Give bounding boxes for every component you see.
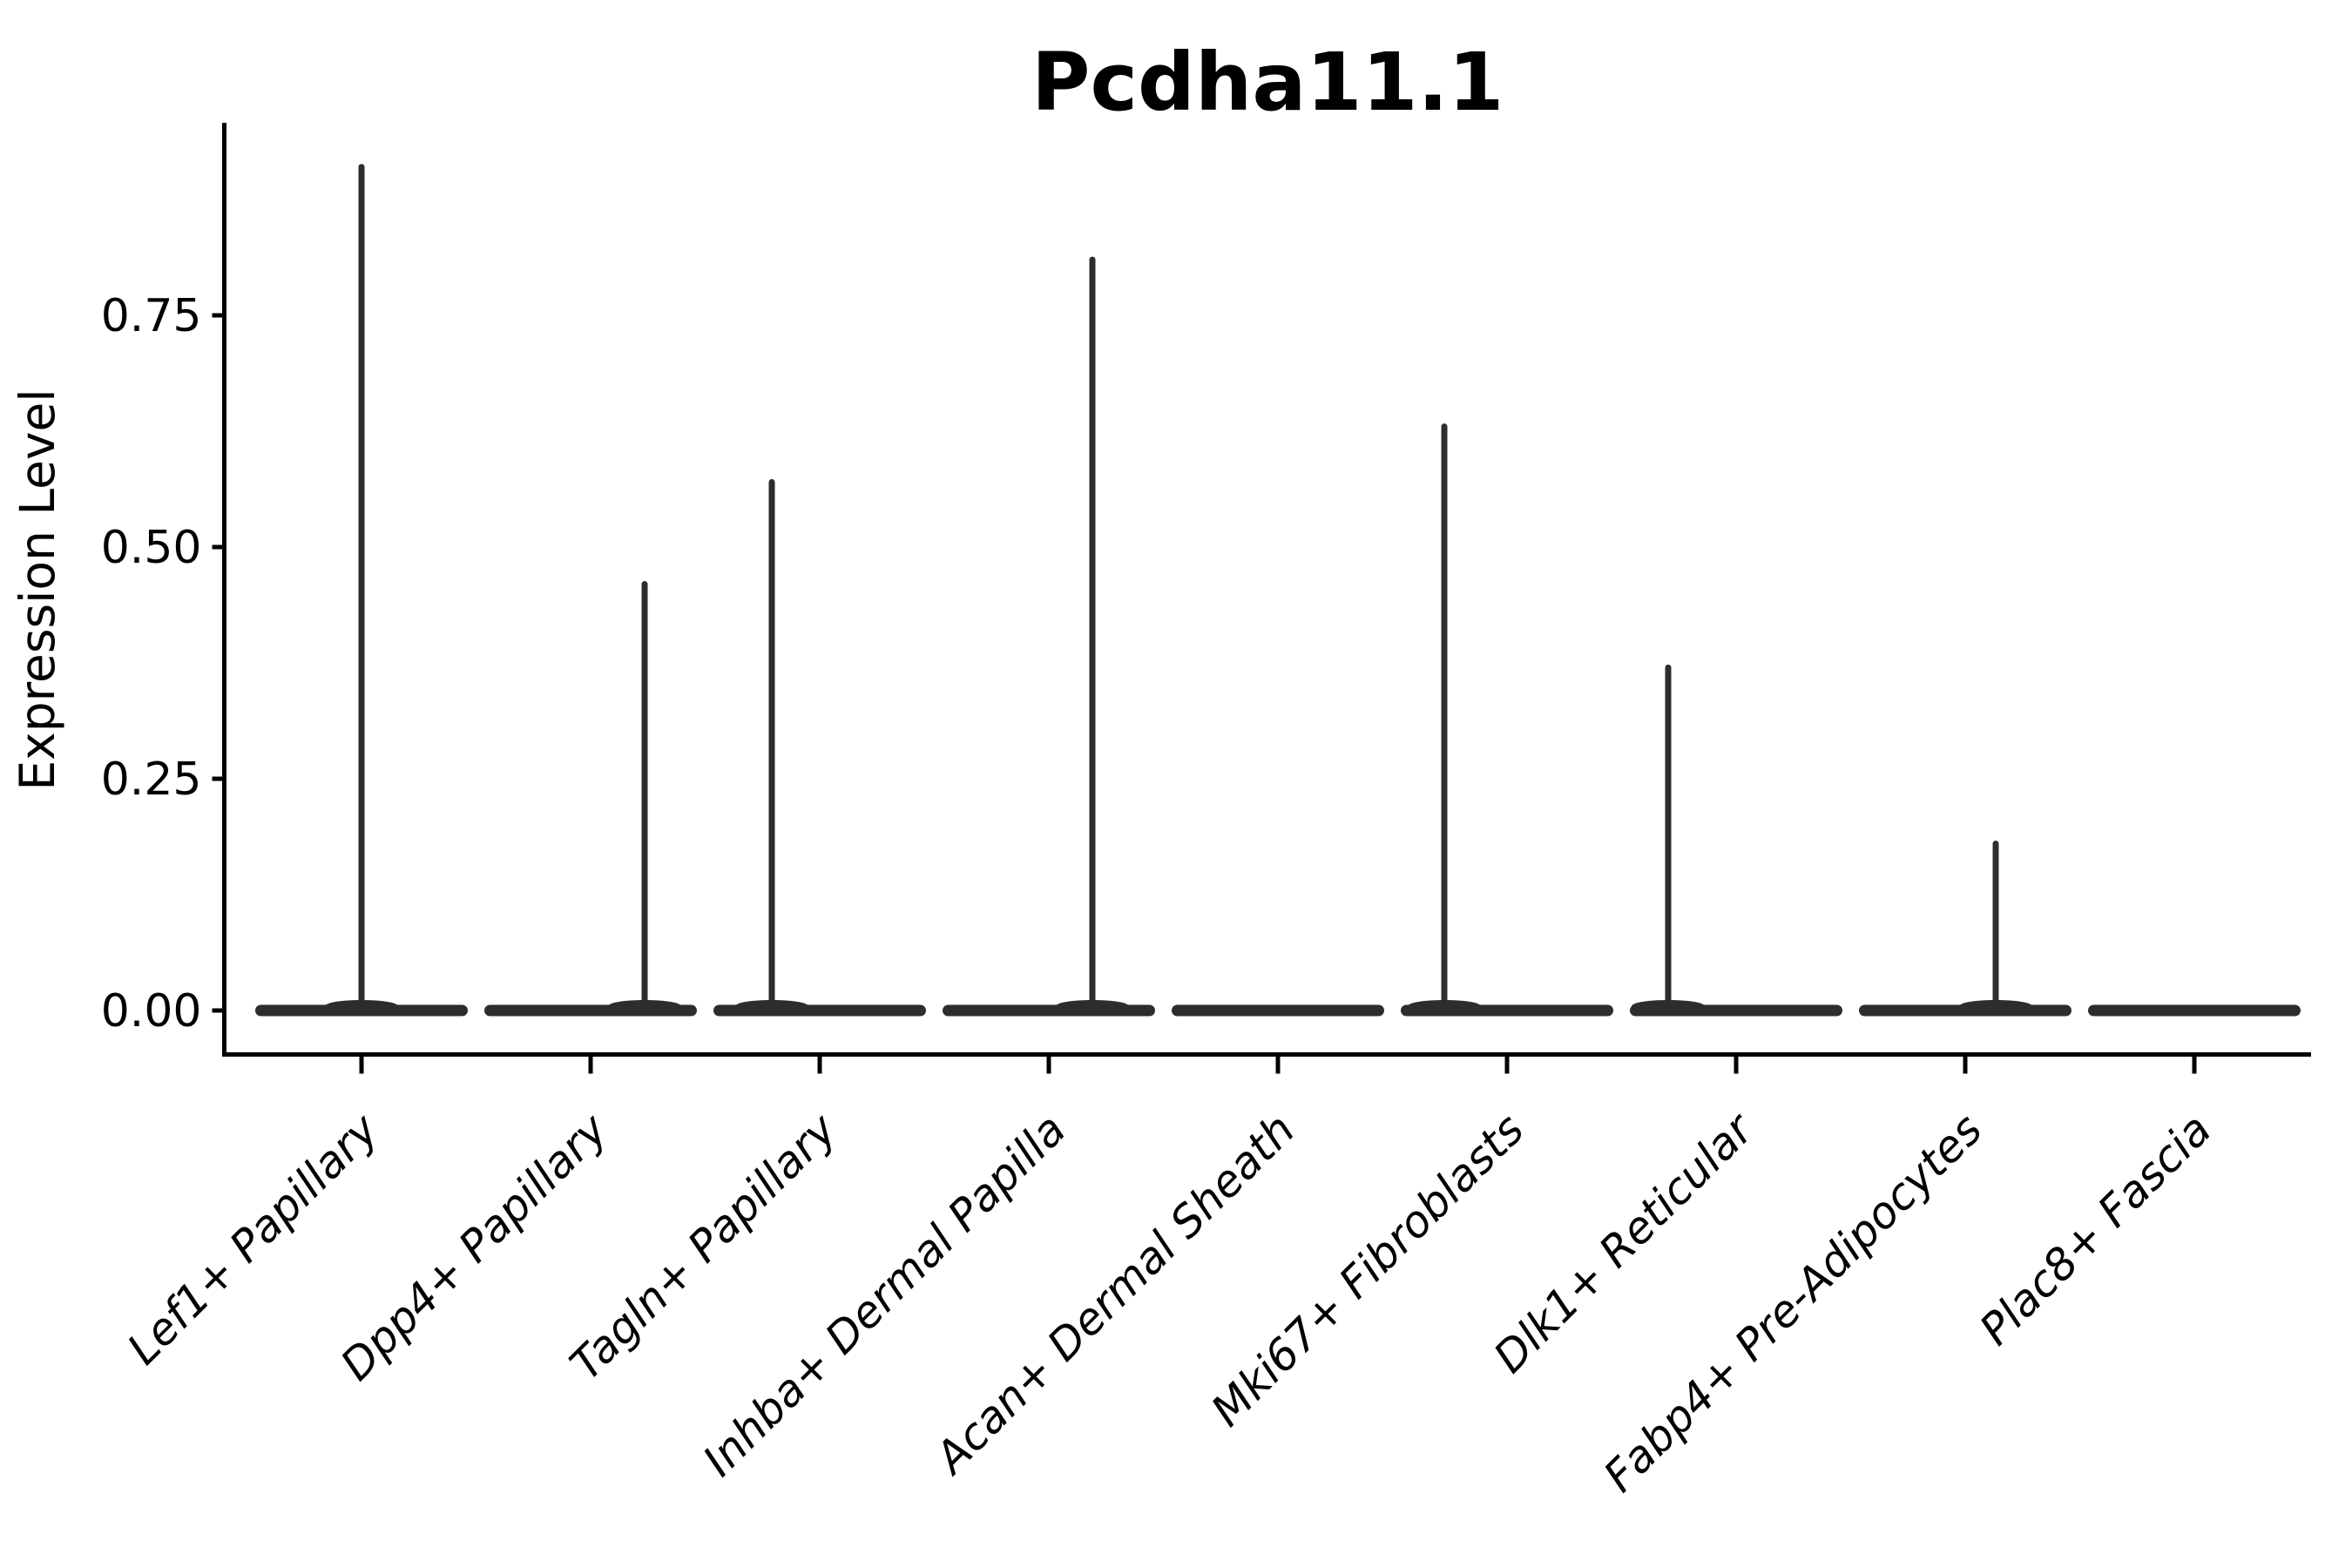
violin [1172, 1004, 1384, 1017]
violin-body [1172, 1004, 1384, 1017]
y-tick-label: 0.00 [101, 985, 202, 1037]
x-tick-label: Lef1+ Papillary [118, 1103, 389, 1374]
y-axis-label: Expression Level [10, 389, 65, 790]
x-tick-label: Plac8+ Fascia [1970, 1104, 2221, 1355]
chart-title: Pcdha11.1 [1031, 36, 1504, 129]
violin [943, 256, 1155, 1017]
x-tick-label: Inhba+ Dermal Papilla [693, 1104, 1075, 1485]
y-tick-label: 0.50 [101, 522, 202, 574]
violin [1401, 423, 1613, 1017]
violin [255, 164, 468, 1017]
y-tick-label: 0.75 [101, 290, 202, 342]
x-tick-label: Fabp4+ Pre-Adipocytes [1594, 1104, 1992, 1502]
violin [484, 581, 697, 1017]
y-tick-label: 0.25 [101, 754, 202, 806]
violin [1859, 840, 2072, 1017]
violin [1630, 664, 1842, 1017]
violin [2088, 1004, 2301, 1017]
violin [713, 479, 926, 1017]
x-tick-label: Acan+ Dermal Sheath [924, 1104, 1305, 1484]
violin-body [2088, 1004, 2301, 1017]
